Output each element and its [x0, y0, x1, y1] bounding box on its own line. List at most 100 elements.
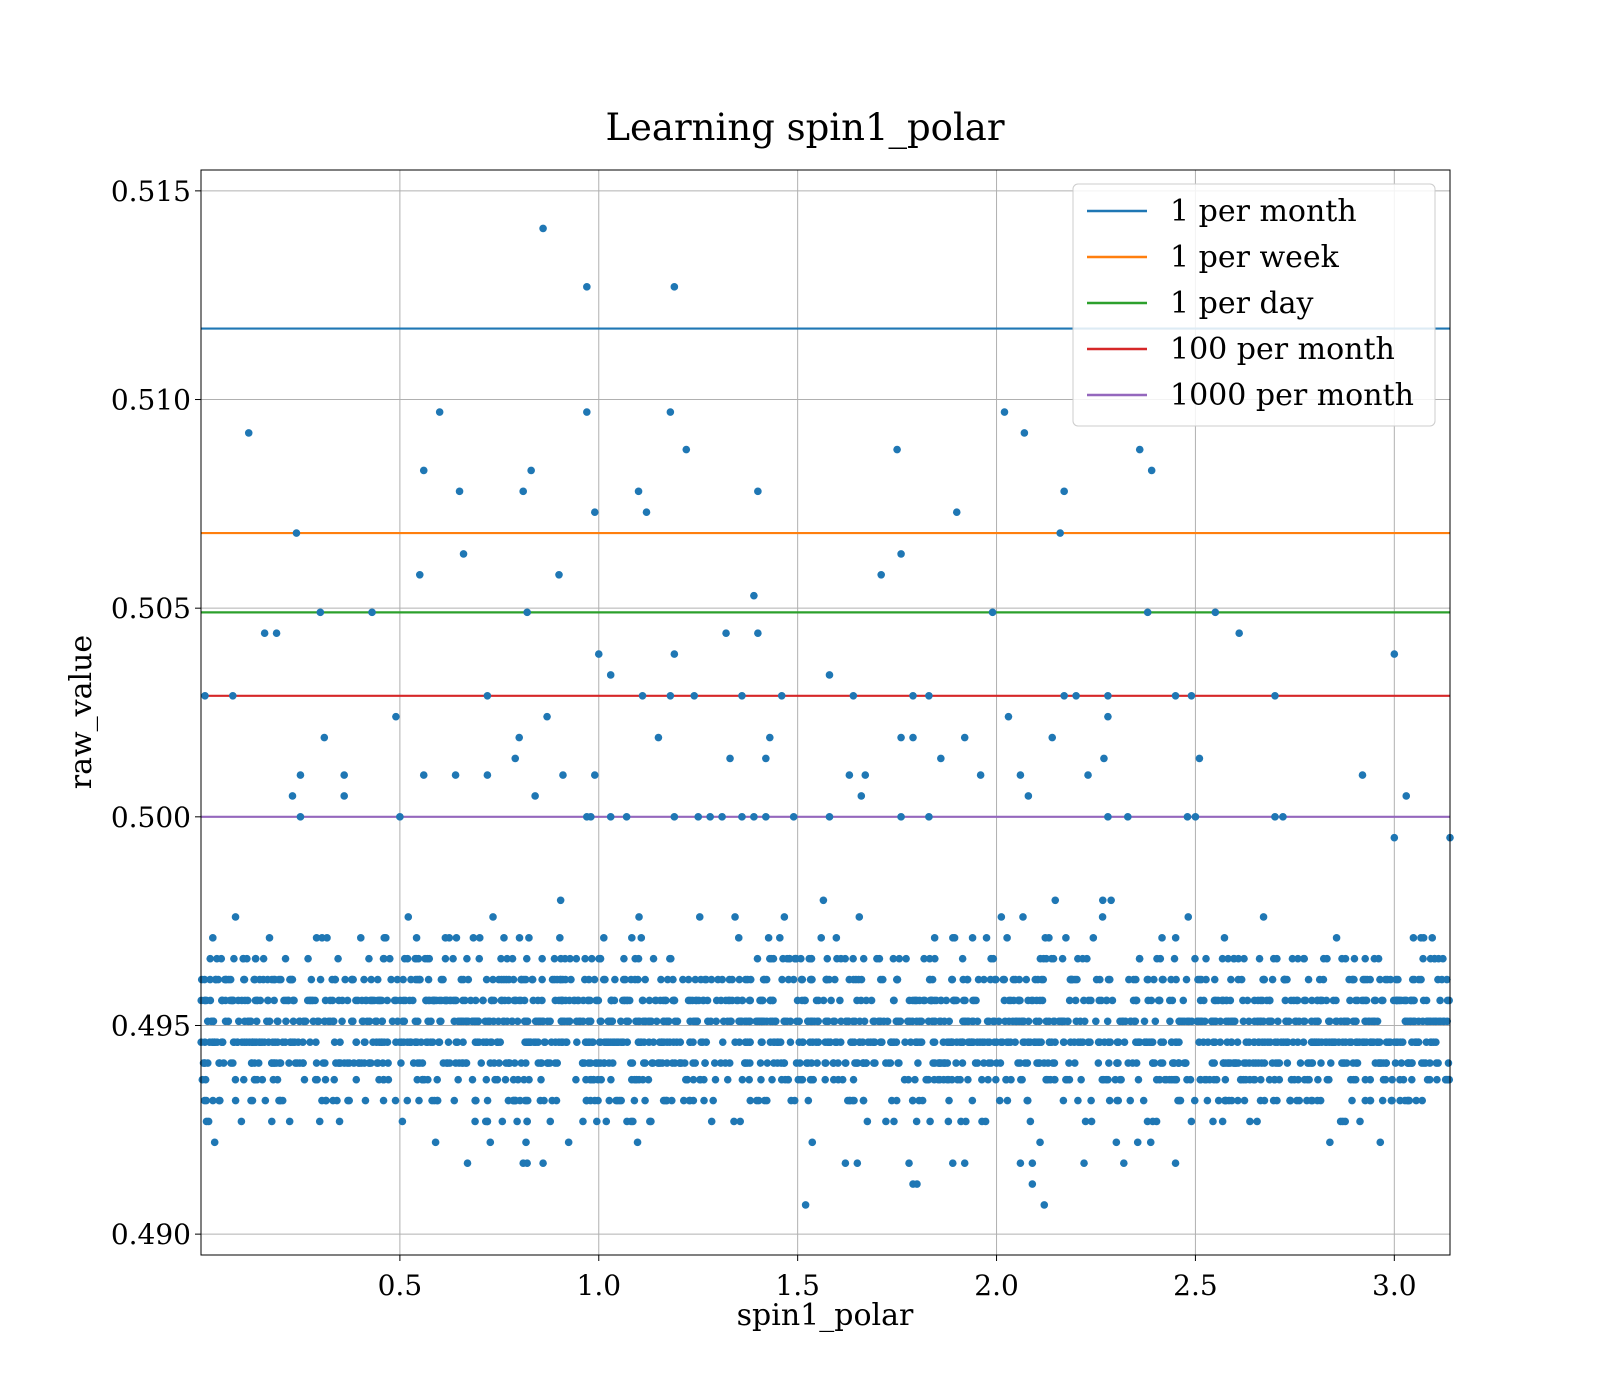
scatter-point: [1105, 1059, 1113, 1067]
scatter-point: [920, 954, 928, 963]
scatter-point: [555, 1038, 563, 1046]
scatter-point: [247, 1059, 256, 1067]
scatter-point: [556, 934, 564, 942]
scatter-point: [745, 1017, 754, 1026]
y-axis-label: raw_value: [64, 635, 99, 789]
scatter-point: [260, 629, 269, 638]
scatter-point: [1195, 754, 1204, 763]
scatter-point: [736, 1017, 744, 1026]
scatter-point: [605, 1059, 613, 1067]
scatter-point: [1158, 975, 1167, 984]
scatter-point: [689, 1075, 698, 1084]
x-tick-label: 3.0: [1372, 1269, 1417, 1302]
scatter-point: [340, 771, 348, 779]
scatter-point: [980, 975, 988, 984]
scatter-point: [1359, 975, 1368, 984]
scatter-point: [226, 996, 234, 1005]
scatter-point: [511, 754, 520, 763]
scatter-point: [1104, 712, 1112, 721]
scatter-point: [830, 1017, 839, 1026]
scatter-point: [857, 975, 866, 984]
scatter-point: [958, 954, 967, 963]
scatter-point: [1201, 1017, 1209, 1026]
scatter-point: [259, 954, 268, 963]
scatter-point: [723, 1075, 732, 1084]
scatter-point: [731, 913, 739, 921]
scatter-point: [1296, 1059, 1305, 1067]
scatter-point: [918, 1096, 927, 1105]
scatter-point: [399, 1038, 408, 1046]
scatter-point: [250, 975, 258, 984]
scatter-point: [960, 1159, 969, 1167]
scatter-point: [1271, 692, 1279, 700]
scatter-point: [862, 996, 871, 1005]
scatter-point: [392, 712, 400, 721]
scatter-point: [1064, 1017, 1072, 1026]
scatter-point: [1245, 1017, 1253, 1026]
scatter-point: [1378, 1096, 1387, 1105]
scatter-point: [429, 996, 438, 1005]
scatter-point: [1299, 1038, 1308, 1046]
scatter-point: [1444, 1075, 1453, 1084]
scatter-point: [1210, 1038, 1218, 1046]
scatter-point: [937, 754, 945, 763]
scatter-point: [1042, 1017, 1051, 1026]
scatter-point: [750, 813, 758, 821]
scatter-point: [1227, 975, 1235, 984]
y-tick-label: 0.505: [111, 592, 191, 625]
scatter-point: [738, 1075, 747, 1084]
scatter-point: [670, 650, 679, 658]
scatter-point: [931, 954, 939, 963]
scatter-point: [1156, 1059, 1165, 1067]
scatter-point: [372, 1017, 381, 1026]
scatter-point: [1124, 813, 1132, 821]
scatter-point: [606, 813, 615, 821]
scatter-point: [352, 1038, 360, 1046]
scatter-point: [216, 1096, 224, 1105]
scatter-point: [889, 954, 898, 963]
scatter-point: [850, 1038, 859, 1046]
scatter-point: [848, 1096, 857, 1105]
scatter-point: [718, 813, 726, 821]
scatter-point: [902, 954, 910, 963]
scatter-point: [1256, 1096, 1265, 1105]
scatter-point: [565, 1017, 574, 1026]
scatter-point: [905, 1159, 913, 1167]
x-axis-label: spin1_polar: [737, 1298, 914, 1333]
scatter-point: [631, 975, 639, 984]
scatter-point: [1401, 1096, 1409, 1105]
scatter-point: [1436, 1017, 1445, 1026]
scatter-point: [942, 996, 951, 1005]
scatter-point: [838, 1075, 847, 1084]
scatter-point: [636, 1038, 644, 1046]
scatter-point: [808, 975, 816, 984]
scatter-point: [316, 975, 325, 984]
scatter-point: [1034, 1059, 1043, 1067]
scatter-point: [292, 529, 301, 537]
scatter-point: [1410, 1017, 1419, 1026]
scatter-point: [1096, 975, 1104, 984]
scatter-point: [435, 1038, 443, 1046]
scatter-point: [930, 1075, 939, 1084]
scatter-point: [602, 1117, 611, 1126]
scatter-point: [594, 996, 603, 1005]
scatter-point: [996, 1059, 1005, 1067]
scatter-point: [1275, 1059, 1284, 1067]
scatter-point: [1175, 1096, 1184, 1105]
scatter-point: [239, 954, 248, 963]
scatter-point: [475, 954, 484, 963]
scatter-point: [1423, 1075, 1432, 1084]
scatter-point: [531, 792, 539, 800]
scatter-point: [794, 1075, 803, 1084]
scatter-point: [437, 975, 446, 984]
scatter-point: [296, 771, 305, 779]
scatter-point: [1036, 1138, 1044, 1147]
scatter-point: [745, 996, 754, 1005]
scatter-point: [1128, 1059, 1137, 1067]
scatter-point: [897, 813, 905, 821]
scatter-point: [452, 934, 461, 942]
scatter-point: [870, 1017, 879, 1026]
scatter-point: [670, 996, 678, 1005]
scatter-point: [1286, 1096, 1295, 1105]
scatter-point: [1187, 692, 1196, 700]
